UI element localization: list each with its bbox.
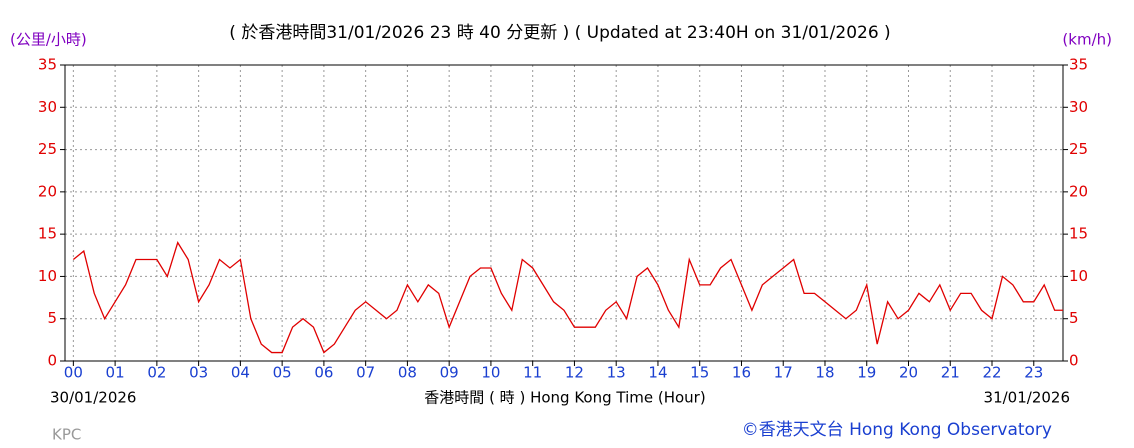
x-tick-label: 18 [815,364,834,382]
x-tick-label: 07 [356,364,375,382]
x-tick-label: 15 [690,364,709,382]
y-tick-label: 20 [38,182,57,200]
y2-tick-label: 0 [1069,352,1079,370]
x-tick-label: 03 [189,364,208,382]
x-tick-label: 06 [314,364,333,382]
x-tick-label: 04 [231,364,250,382]
y-tick-label: 30 [38,98,57,116]
y2-tick-label: 5 [1069,309,1079,327]
y-axis-label: (公里/小時) [10,31,87,49]
x-tick-label: 01 [106,364,125,382]
wind-line [72,241,1063,354]
plot-frame [64,64,1064,362]
x-tick-label: 10 [481,364,500,382]
y2-tick-label: 10 [1069,267,1088,285]
x-tick-label: 23 [1024,364,1043,382]
x-tick-label: 13 [607,364,626,382]
y2-tick-label: 20 [1069,182,1088,200]
x-tick-label: 20 [899,364,918,382]
y2-axis-label: (km/h) [1062,31,1112,49]
start-date: 30/01/2026 [50,389,136,407]
y-tick-label: 15 [38,225,57,243]
credit: ©香港天文台 Hong Kong Observatory [742,420,1052,440]
x-tick-label: 21 [941,364,960,382]
station-code: KPC [52,426,81,444]
x-tick-label: 08 [398,364,417,382]
x-tick-label: 09 [440,364,459,382]
y-tick-label: 25 [38,140,57,158]
x-tick-label: 14 [648,364,667,382]
chart-title: ( 於香港時間31/01/2026 23 時 40 分更新 ) ( Update… [229,23,890,43]
x-tick-label: 12 [565,364,584,382]
x-tick-label: 17 [774,364,793,382]
x-tick-label: 02 [147,364,166,382]
x-tick-label: 19 [857,364,876,382]
y2-tick-label: 35 [1069,56,1088,74]
x-tick-label: 11 [523,364,542,382]
x-tick-label: 00 [64,364,83,382]
x-tick-label: 22 [982,364,1001,382]
x-tick-label: 05 [273,364,292,382]
y-tick-label: 5 [47,309,57,327]
y2-tick-label: 30 [1069,98,1088,116]
y2-tick-label: 25 [1069,140,1088,158]
end-date: 31/01/2026 [984,389,1070,407]
x-tick-label: 16 [732,364,751,382]
x-axis-label: 香港時間 ( 時 ) Hong Kong Time (Hour) [424,389,705,407]
y2-tick-label: 15 [1069,225,1088,243]
y-tick-label: 0 [47,352,57,370]
y-tick-label: 10 [38,267,57,285]
y-tick-label: 35 [38,56,57,74]
